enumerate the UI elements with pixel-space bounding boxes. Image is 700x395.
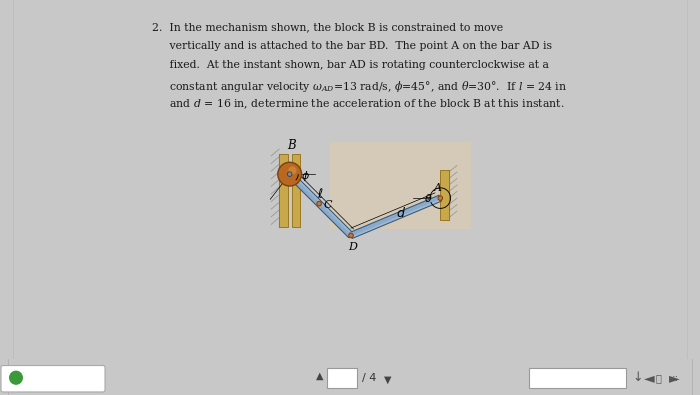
- Text: and $d$ = 16 in, determine the acceleration of the block B at this instant.: and $d$ = 16 in, determine the accelerat…: [152, 98, 564, 111]
- Text: A: A: [434, 183, 442, 193]
- Text: Download: Download: [28, 373, 76, 383]
- Text: ↓: ↓: [633, 371, 643, 384]
- Text: Q: Q: [27, 373, 36, 383]
- Text: $\ell$: $\ell$: [317, 187, 323, 201]
- Text: vertically and is attached to the bar BD.  The point A on the bar AD is: vertically and is attached to the bar BD…: [152, 41, 552, 51]
- Text: 2: 2: [338, 373, 346, 383]
- Circle shape: [349, 233, 354, 238]
- Text: fixed.  At the instant shown, bar AD is rotating counterclockwise at a: fixed. At the instant shown, bar AD is r…: [152, 60, 549, 70]
- Text: Q: Q: [10, 373, 20, 383]
- Polygon shape: [440, 169, 449, 220]
- FancyBboxPatch shape: [529, 368, 626, 388]
- Text: ◆: ◆: [48, 373, 56, 383]
- Circle shape: [438, 196, 442, 200]
- Text: $\phi$: $\phi$: [301, 169, 310, 183]
- Polygon shape: [291, 154, 300, 227]
- Text: ◄: ◄: [644, 371, 654, 385]
- Text: ::: ::: [671, 373, 678, 383]
- Polygon shape: [288, 172, 354, 238]
- Text: ►: ►: [668, 371, 679, 385]
- Polygon shape: [279, 154, 288, 227]
- Polygon shape: [290, 172, 353, 235]
- Text: ⬜: ⬜: [655, 373, 661, 383]
- Text: B: B: [287, 139, 296, 152]
- Text: D: D: [348, 242, 356, 252]
- Circle shape: [288, 172, 292, 177]
- Circle shape: [9, 371, 23, 385]
- Polygon shape: [350, 195, 442, 239]
- Circle shape: [278, 162, 302, 186]
- Polygon shape: [351, 199, 441, 238]
- FancyBboxPatch shape: [1, 365, 105, 392]
- FancyBboxPatch shape: [327, 368, 357, 388]
- Text: $d$: $d$: [396, 206, 407, 220]
- Circle shape: [317, 201, 321, 206]
- Text: View as Text: View as Text: [550, 373, 606, 382]
- Circle shape: [288, 166, 297, 175]
- Text: ▼: ▼: [384, 375, 392, 385]
- Polygon shape: [330, 142, 471, 229]
- Text: / 4: / 4: [362, 373, 377, 383]
- Text: constant angular velocity $\omega_{AD}$=13 rad/s, $\phi$=45°, and $\theta$=30°. : constant angular velocity $\omega_{AD}$=…: [152, 79, 567, 94]
- Text: $\theta$: $\theta$: [424, 192, 433, 203]
- Text: □: □: [537, 373, 547, 383]
- Text: ▲: ▲: [316, 371, 323, 381]
- Text: C: C: [323, 200, 332, 210]
- Text: 2.  In the mechanism shown, the block B is constrained to move: 2. In the mechanism shown, the block B i…: [152, 22, 503, 32]
